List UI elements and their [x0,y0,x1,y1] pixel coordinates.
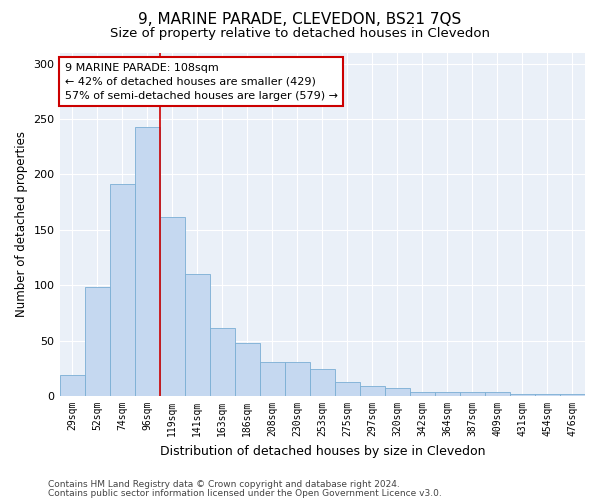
Y-axis label: Number of detached properties: Number of detached properties [15,132,28,318]
Bar [160,216,185,396]
Bar [485,392,510,396]
Bar [560,394,585,396]
Text: Contains HM Land Registry data © Crown copyright and database right 2024.: Contains HM Land Registry data © Crown c… [48,480,400,489]
Bar [360,386,385,396]
Text: 9, MARINE PARADE, CLEVEDON, BS21 7QS: 9, MARINE PARADE, CLEVEDON, BS21 7QS [139,12,461,28]
Bar [460,392,485,396]
Bar [285,362,310,396]
X-axis label: Distribution of detached houses by size in Clevedon: Distribution of detached houses by size … [160,444,485,458]
Bar [385,388,410,396]
Bar [85,288,110,396]
Bar [134,127,160,396]
Bar [510,394,535,396]
Text: Contains public sector information licensed under the Open Government Licence v3: Contains public sector information licen… [48,489,442,498]
Bar [185,274,209,396]
Bar [110,184,134,396]
Bar [410,392,435,396]
Text: 9 MARINE PARADE: 108sqm
← 42% of detached houses are smaller (429)
57% of semi-d: 9 MARINE PARADE: 108sqm ← 42% of detache… [65,63,338,101]
Text: Size of property relative to detached houses in Clevedon: Size of property relative to detached ho… [110,28,490,40]
Bar [260,362,285,396]
Bar [59,375,85,396]
Bar [335,382,360,396]
Bar [310,370,335,396]
Bar [235,343,260,396]
Bar [435,392,460,396]
Bar [209,328,235,396]
Bar [535,394,560,396]
